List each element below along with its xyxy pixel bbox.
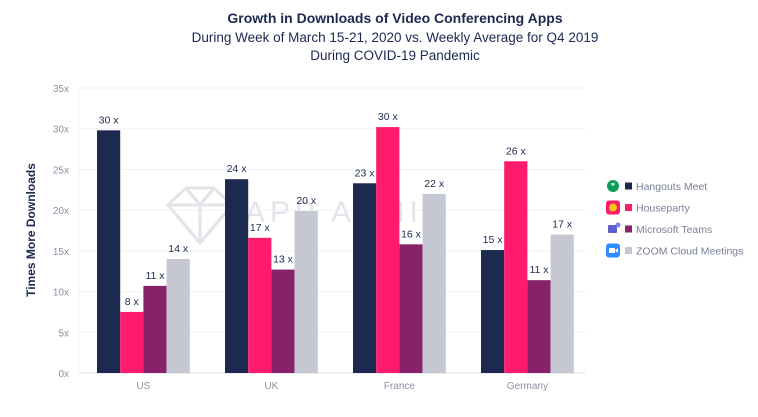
y-tick-label: 15x bbox=[53, 247, 69, 258]
y-tick-label: 25x bbox=[53, 165, 69, 176]
chart-subtitle-line-1: During Week of March 15-21, 2020 vs. Wee… bbox=[192, 30, 599, 45]
chart-subtitle-line-2: During COVID-19 Pandemic bbox=[310, 48, 480, 63]
legend-item: Houseparty bbox=[606, 200, 690, 215]
data-label: 23 x bbox=[355, 167, 376, 179]
y-tick-label: 0x bbox=[58, 369, 69, 380]
legend-swatch bbox=[625, 247, 632, 254]
legend-label: Hangouts Meet bbox=[636, 181, 707, 193]
diamond-logo-icon bbox=[165, 186, 235, 246]
y-tick-label: 30x bbox=[53, 125, 69, 136]
bar-us-houseparty bbox=[120, 311, 144, 373]
bar-france-zoom-cloud-meetings bbox=[422, 193, 446, 373]
x-tick-label: France bbox=[384, 381, 416, 392]
bar-us-microsoft-teams bbox=[143, 285, 167, 373]
data-label: 30 x bbox=[99, 114, 120, 126]
data-label: 14 x bbox=[168, 243, 189, 255]
legend-label: ZOOM Cloud Meetings bbox=[636, 246, 743, 258]
legend-item: Microsoft Teams bbox=[608, 222, 712, 236]
data-label: 20 x bbox=[296, 195, 317, 207]
data-label: 11 x bbox=[145, 270, 165, 282]
data-label: 8 x bbox=[125, 296, 140, 308]
chart-title: Growth in Downloads of Video Conferencin… bbox=[227, 10, 562, 26]
bar-germany-microsoft-teams bbox=[527, 280, 551, 373]
x-tick-label: UK bbox=[264, 381, 278, 392]
data-label: 15 x bbox=[483, 234, 504, 246]
zoom-icon bbox=[606, 243, 620, 258]
bar-france-microsoft-teams bbox=[399, 244, 423, 373]
bar-us-hangouts-meet bbox=[97, 130, 121, 373]
legend-swatch bbox=[625, 182, 632, 190]
data-label: 13 x bbox=[273, 254, 294, 266]
y-tick-label: 10x bbox=[53, 288, 69, 299]
bar-germany-houseparty bbox=[504, 161, 528, 373]
data-label: 24 x bbox=[227, 163, 248, 175]
bar-uk-hangouts-meet bbox=[225, 179, 249, 373]
legend-item: ❞ Hangouts Meet bbox=[607, 180, 707, 193]
teams-icon bbox=[608, 222, 621, 233]
watermark-text: APP ANNIE bbox=[245, 196, 448, 229]
houseparty-icon bbox=[606, 200, 620, 215]
x-tick-label: Germany bbox=[507, 381, 548, 392]
data-label: 26 x bbox=[506, 145, 527, 157]
y-tick-label: 35x bbox=[53, 84, 69, 95]
watermark: APP ANNIE bbox=[165, 186, 448, 246]
data-label: 16 x bbox=[401, 228, 422, 240]
y-tick-label: 5x bbox=[58, 328, 69, 339]
bar-france-hangouts-meet bbox=[353, 183, 377, 373]
y-tick-label: 20x bbox=[53, 206, 69, 217]
hangouts-icon: ❞ bbox=[607, 180, 619, 192]
bar-france-houseparty bbox=[376, 127, 400, 373]
bar-uk-microsoft-teams bbox=[271, 269, 295, 373]
bar-germany-zoom-cloud-meetings bbox=[550, 234, 574, 373]
bar-uk-houseparty bbox=[248, 237, 272, 373]
legend-swatch bbox=[625, 204, 632, 211]
data-label: 30 x bbox=[378, 111, 399, 123]
bar-germany-hangouts-meet bbox=[481, 250, 505, 373]
x-tick-label: US bbox=[136, 381, 150, 392]
bar-us-zoom-cloud-meetings bbox=[166, 259, 190, 373]
legend-label: Microsoft Teams bbox=[636, 224, 712, 236]
data-label: 17 x bbox=[250, 222, 271, 234]
y-axis-label: Times More Downloads bbox=[24, 163, 38, 297]
bar-uk-zoom-cloud-meetings bbox=[294, 210, 318, 373]
legend-item: ZOOM Cloud Meetings bbox=[606, 243, 743, 258]
svg-text:❞: ❞ bbox=[611, 182, 615, 191]
legend-swatch bbox=[625, 225, 632, 233]
legend-label: Houseparty bbox=[636, 203, 690, 215]
data-label: 22 x bbox=[424, 178, 445, 190]
data-label: 11 x bbox=[529, 264, 549, 276]
data-label: 17 x bbox=[552, 219, 573, 231]
